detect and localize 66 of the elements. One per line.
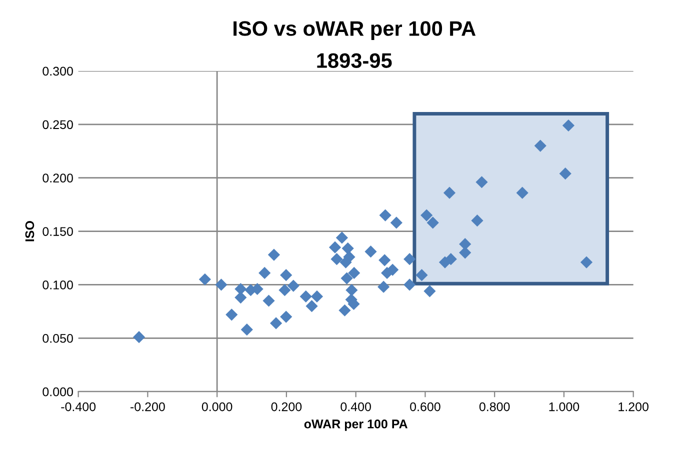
point (424, 285, 436, 298)
chart-title: ISO vs oWAR per 100 PA (234, 21, 476, 40)
point (416, 269, 428, 282)
point (420, 209, 433, 222)
point (338, 304, 351, 316)
y-tick-label: 0.200 (42, 174, 73, 183)
point (198, 273, 211, 286)
point (300, 290, 312, 303)
point (328, 241, 342, 254)
y-tick-label: 0.100 (42, 280, 73, 290)
point (240, 324, 253, 336)
point (262, 294, 275, 307)
point (426, 216, 439, 229)
point (390, 216, 402, 229)
point (258, 266, 271, 280)
point (280, 269, 292, 282)
point (443, 186, 456, 199)
point (559, 168, 572, 180)
point (378, 280, 390, 293)
point (268, 248, 280, 261)
point (534, 140, 546, 152)
x-tick-label: 0.200 (271, 402, 302, 412)
point (378, 254, 391, 266)
y-tick-label: 0.150 (42, 227, 73, 236)
point (348, 266, 360, 280)
x-tick-label: -0.400 (61, 402, 96, 412)
point (306, 300, 318, 312)
x-tick-label: -0.200 (130, 402, 165, 412)
y-tick-label: 0.050 (42, 334, 73, 343)
x-tick-label: 0.600 (410, 402, 440, 412)
x-tick-label: 0.000 (202, 402, 232, 412)
point (310, 290, 324, 303)
point (342, 242, 354, 254)
point (444, 253, 457, 266)
point (459, 246, 472, 259)
point (562, 119, 575, 132)
point (346, 284, 358, 296)
point (132, 331, 146, 344)
point (404, 278, 416, 291)
point (330, 253, 343, 266)
x-axis-title: oWAR per 100 PA (304, 420, 408, 431)
point (226, 308, 238, 321)
point (340, 272, 353, 284)
point (476, 176, 488, 188)
y-tick-label: 0.250 (42, 120, 73, 130)
point (404, 253, 416, 266)
point (270, 317, 282, 330)
chart-subtitle: 1893-95 (317, 53, 392, 68)
point (343, 250, 356, 263)
point (336, 232, 348, 244)
point (215, 278, 228, 291)
x-tick-label: 1.200 (618, 402, 648, 412)
x-tick-label: 1.000 (549, 402, 580, 412)
point (379, 209, 392, 222)
point (278, 284, 291, 296)
x-tick-label: 0.800 (479, 402, 510, 412)
y-axis-title: ISO (25, 221, 34, 242)
point (287, 280, 300, 292)
point (580, 256, 593, 268)
point (280, 310, 292, 323)
point (364, 246, 377, 258)
point (516, 186, 528, 199)
y-tick-label: 0.300 (42, 66, 73, 76)
x-tick-label: 0.400 (340, 402, 371, 412)
y-tick-label: 0.000 (42, 387, 73, 396)
point (471, 214, 484, 227)
